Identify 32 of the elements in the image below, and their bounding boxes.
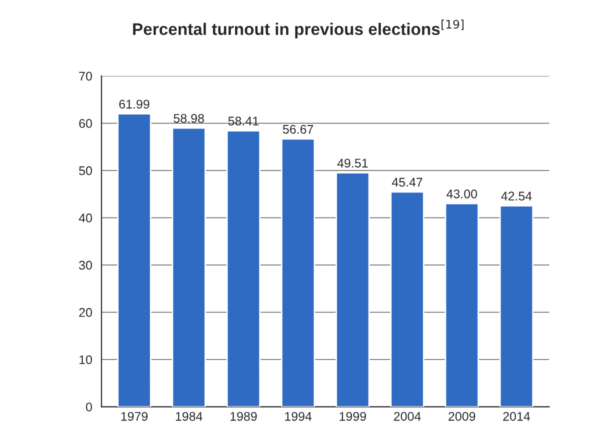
y-tick-label: 40 — [78, 214, 92, 222]
bar — [172, 127, 206, 407]
x-tick-label: 1984 — [176, 412, 202, 421]
data-label: 42.54 — [501, 192, 532, 200]
x-tick-label: 1989 — [230, 412, 257, 421]
y-tick-label: 70 — [79, 72, 92, 81]
data-label: 61.99 — [119, 100, 150, 109]
bar — [444, 202, 479, 407]
bar — [117, 113, 152, 407]
bar — [336, 172, 370, 407]
y-tick-label: 20 — [79, 308, 92, 317]
y-tick-label: 10 — [80, 355, 92, 364]
data-label: 56.67 — [282, 124, 314, 134]
chart-title: Percental turnout in previous elections$^{[19]}$ — [133, 20, 464, 38]
x-tick-label: 1979 — [121, 412, 148, 421]
data-label: 49.51 — [337, 158, 368, 168]
x-tick-label: 2009 — [448, 412, 476, 421]
x-tick-label: 2004 — [394, 412, 421, 421]
x-tick-label: 2014 — [503, 412, 530, 421]
bar — [499, 205, 534, 407]
bar — [390, 191, 424, 407]
y-tick-label: 60 — [79, 119, 92, 128]
bar — [280, 138, 316, 407]
data-label: 58.98 — [174, 114, 204, 123]
data-label: 45.47 — [392, 178, 422, 187]
x-tick-label: 1999 — [340, 412, 366, 421]
y-tick-label: 30 — [79, 260, 92, 270]
y-tick-label: 50 — [79, 166, 92, 176]
bar — [226, 130, 261, 407]
x-tick-label: 1994 — [285, 412, 312, 421]
data-label: 43.00 — [446, 189, 478, 198]
y-tick-label: 0 — [86, 402, 92, 412]
